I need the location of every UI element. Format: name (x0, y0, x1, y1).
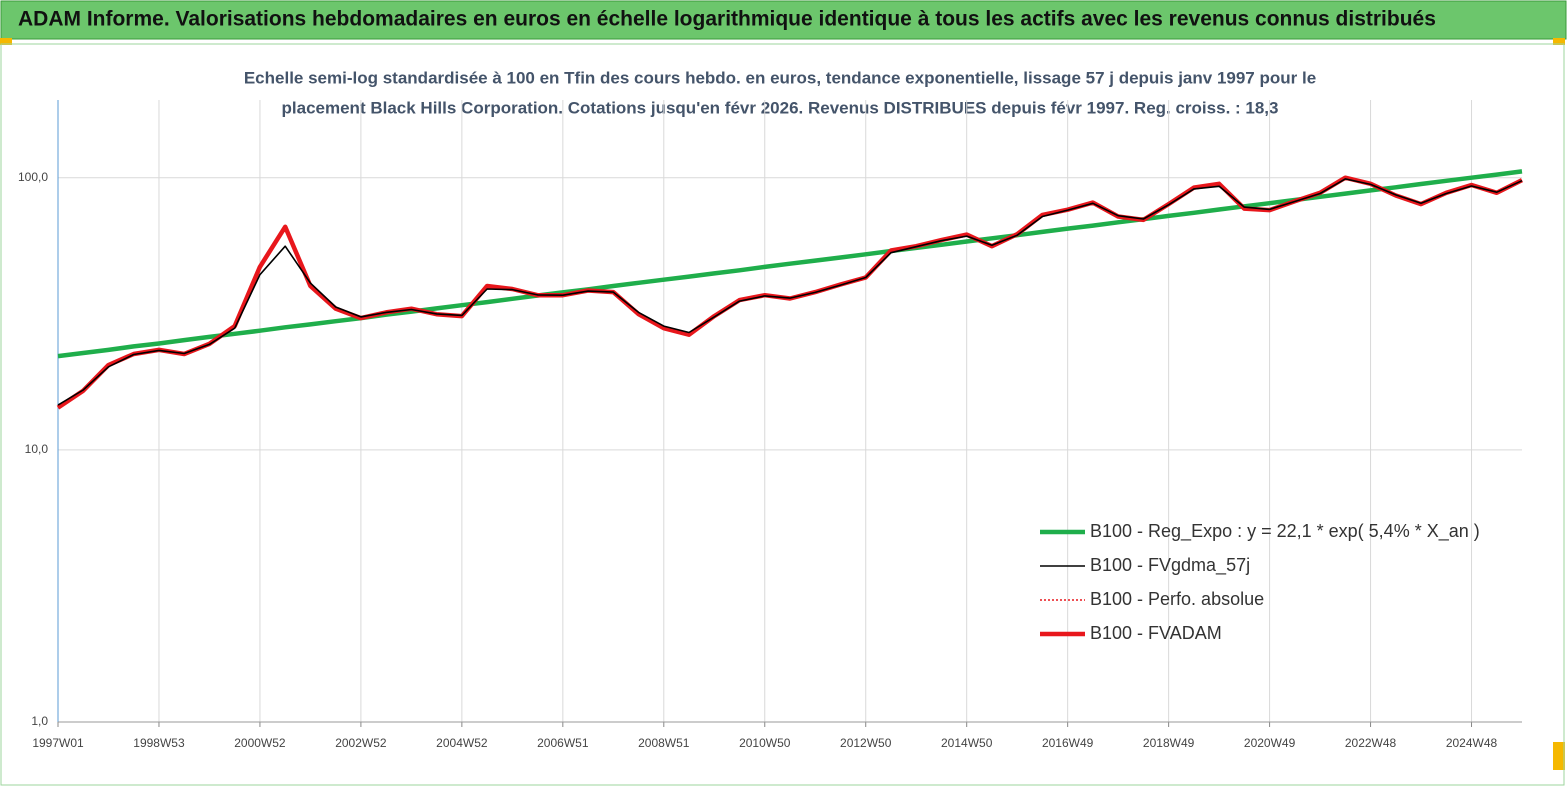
chart-title: ADAM Informe. Valorisations hebdomadaire… (18, 8, 1436, 31)
x-tick-label: 1997W01 (32, 736, 84, 750)
x-tick-label: 2012W50 (840, 736, 892, 750)
x-tick-label: 1998W53 (133, 736, 185, 750)
legend-label: B100 - FVADAM (1090, 623, 1222, 643)
title-bar (0, 0, 1567, 40)
line-series (57, 178, 1523, 406)
x-tick-label: 2008W51 (638, 736, 690, 750)
x-tick-label: 2024W48 (1446, 736, 1498, 750)
chart-frame (0, 43, 1565, 786)
corner-marker (1553, 742, 1565, 770)
x-tick-label: 2004W52 (436, 736, 488, 750)
legend-label: B100 - FVgdma_57j (1090, 555, 1250, 576)
x-tick-label: 2020W49 (1244, 736, 1296, 750)
legend-label: B100 - Reg_Expo : y = 22,1 * exp( 5,4% *… (1090, 521, 1480, 542)
x-tick-label: 2006W51 (537, 736, 589, 750)
x-tick-label: 2002W52 (335, 736, 387, 750)
y-tick-label: 1,0 (31, 714, 48, 728)
chart-subtitle: placement Black Hills Corporation. Cotat… (282, 98, 1279, 117)
x-tick-label: 2022W48 (1345, 736, 1397, 750)
chart-subtitle: Echelle semi-log standardisée à 100 en T… (244, 68, 1316, 87)
x-tick-label: 2014W50 (941, 736, 993, 750)
line-series (57, 169, 1523, 359)
legend-label: B100 - Perfo. absolue (1090, 589, 1264, 609)
x-tick-label: 2010W50 (739, 736, 791, 750)
x-tick-label: 2016W49 (1042, 736, 1094, 750)
x-tick-label: 2000W52 (234, 736, 286, 750)
corner-marker (1553, 38, 1565, 45)
y-tick-label: 10,0 (25, 442, 49, 456)
x-tick-label: 2018W49 (1143, 736, 1195, 750)
y-tick-label: 100,0 (18, 170, 48, 184)
corner-marker (0, 38, 12, 45)
